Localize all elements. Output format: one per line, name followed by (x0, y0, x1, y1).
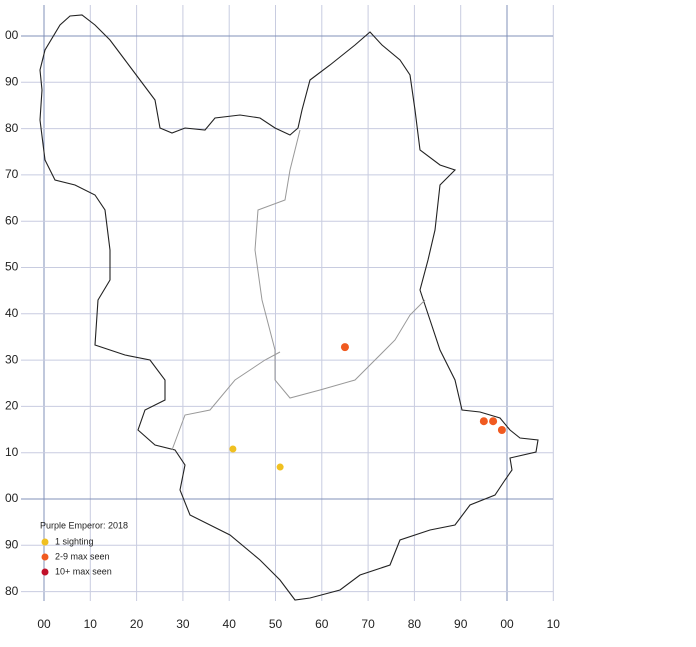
district-boundary (171, 129, 426, 451)
y-tick-label: 80 (5, 584, 19, 598)
sighting-dot (489, 417, 498, 426)
legend-label: 2-9 max seen (55, 551, 110, 561)
y-tick-label: 50 (5, 260, 19, 274)
county-boundary (39, 14, 539, 601)
x-tick-label: 40 (223, 617, 237, 631)
legend: Purple Emperor: 2018 1 sighting 2-9 max s… (40, 520, 128, 576)
legend-swatch (41, 568, 49, 576)
sighting-dot (479, 417, 488, 426)
y-tick-label: 10 (5, 445, 19, 459)
x-tick-label: 50 (269, 617, 283, 631)
y-tick-label: 80 (5, 121, 19, 135)
x-tick-label: 80 (408, 617, 422, 631)
x-tick-label: 00 (37, 617, 51, 631)
x-tick-label: 70 (361, 617, 375, 631)
legend-swatch (41, 538, 49, 546)
x-tick-label: 90 (454, 617, 468, 631)
x-tick-label: 20 (130, 617, 144, 631)
sighting-dot (340, 343, 349, 352)
y-tick-label: 40 (5, 306, 19, 320)
sighting-dot (229, 445, 237, 453)
y-tick-label: 00 (5, 491, 19, 505)
y-tick-label: 20 (5, 399, 19, 413)
y-tick-label: 00 (5, 28, 19, 42)
x-tick-label: 60 (315, 617, 329, 631)
y-tick-label: 60 (5, 213, 19, 227)
x-tick-label: 00 (500, 617, 514, 631)
x-tick-label: 10 (547, 617, 561, 631)
legend-label: 1 sighting (55, 536, 94, 546)
sighting-dot (276, 463, 284, 471)
y-tick-label: 90 (5, 74, 19, 88)
x-tick-label: 30 (176, 617, 190, 631)
y-tick-label: 90 (5, 537, 19, 551)
legend-label: 10+ max seen (55, 566, 112, 576)
x-tick-label: 10 (84, 617, 98, 631)
sighting-dot (497, 426, 506, 435)
legend-swatch (41, 553, 49, 561)
legend-title: Purple Emperor: 2018 (40, 520, 128, 530)
y-tick-label: 30 (5, 352, 19, 366)
grid (21, 5, 554, 601)
y-tick-label: 70 (5, 167, 19, 181)
